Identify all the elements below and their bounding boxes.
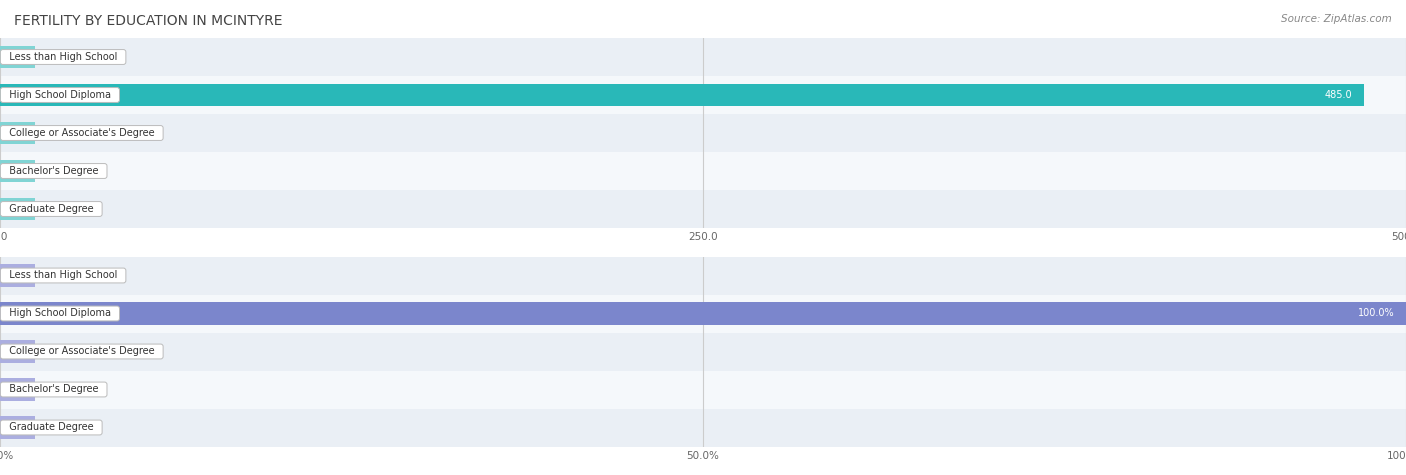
Bar: [0, 416, 35, 439]
Text: Graduate Degree: Graduate Degree: [3, 422, 100, 433]
Text: High School Diploma: High School Diploma: [3, 90, 117, 100]
Text: Less than High School: Less than High School: [3, 52, 124, 62]
Bar: [0, 408, 1406, 446]
Bar: [0, 84, 1364, 106]
Bar: [0, 370, 1406, 408]
Bar: [0, 114, 1406, 152]
Text: Graduate Degree: Graduate Degree: [3, 204, 100, 214]
Text: Less than High School: Less than High School: [3, 270, 124, 281]
Text: College or Associate's Degree: College or Associate's Degree: [3, 346, 160, 357]
Bar: [0, 76, 1406, 114]
Bar: [0, 378, 35, 401]
Text: 0.0%: 0.0%: [46, 346, 70, 357]
Bar: [0, 340, 35, 363]
Text: 0.0: 0.0: [46, 52, 62, 62]
Text: 0.0: 0.0: [46, 204, 62, 214]
Text: FERTILITY BY EDUCATION IN MCINTYRE: FERTILITY BY EDUCATION IN MCINTYRE: [14, 14, 283, 28]
Bar: [0, 122, 35, 144]
Text: Source: ZipAtlas.com: Source: ZipAtlas.com: [1281, 14, 1392, 24]
Text: 100.0%: 100.0%: [1358, 308, 1395, 319]
Text: College or Associate's Degree: College or Associate's Degree: [3, 128, 160, 138]
Bar: [0, 38, 1406, 76]
Bar: [0, 160, 35, 182]
Text: 0.0: 0.0: [46, 166, 62, 176]
Bar: [0, 264, 35, 287]
Text: Bachelor's Degree: Bachelor's Degree: [3, 384, 104, 395]
Bar: [0, 46, 35, 68]
Text: High School Diploma: High School Diploma: [3, 308, 117, 319]
Bar: [0, 302, 1406, 325]
Bar: [0, 198, 35, 220]
Text: 0.0%: 0.0%: [46, 270, 70, 281]
Bar: [0, 294, 1406, 332]
Text: 485.0: 485.0: [1324, 90, 1353, 100]
Text: 0.0%: 0.0%: [46, 384, 70, 395]
Bar: [0, 256, 1406, 294]
Bar: [0, 152, 1406, 190]
Text: 0.0: 0.0: [46, 128, 62, 138]
Text: Bachelor's Degree: Bachelor's Degree: [3, 166, 104, 176]
Text: 0.0%: 0.0%: [46, 422, 70, 433]
Bar: [0, 190, 1406, 228]
Bar: [0, 332, 1406, 371]
